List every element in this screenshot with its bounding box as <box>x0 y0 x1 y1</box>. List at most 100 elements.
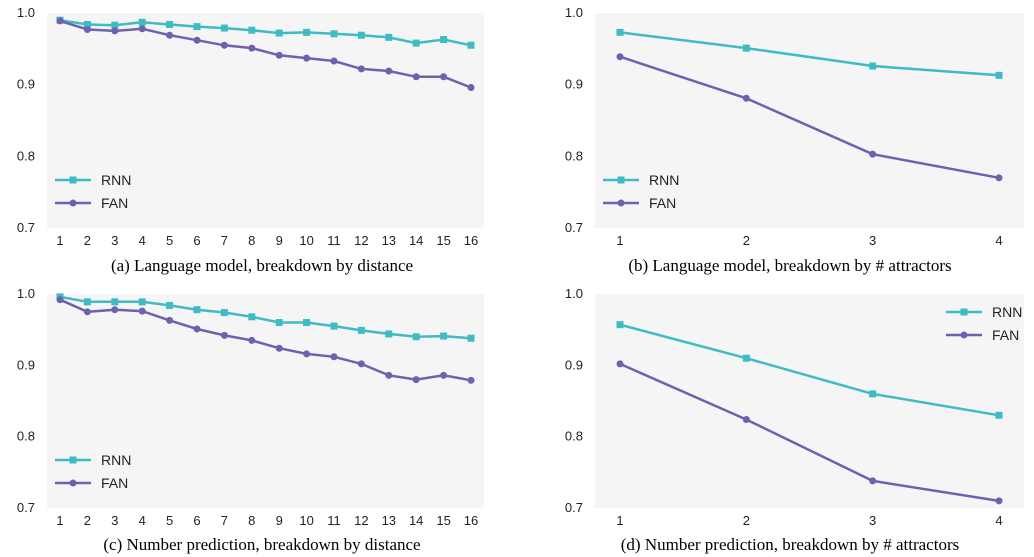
y-tick-label: 0.8 <box>565 429 583 444</box>
y-tick-label: 0.8 <box>17 148 35 163</box>
data-point-fan <box>83 25 91 33</box>
x-tick-label: 7 <box>221 513 228 528</box>
legend-marker-rnn <box>69 176 77 184</box>
data-point-rnn <box>357 326 365 334</box>
legend-label-fan: FAN <box>992 327 1019 343</box>
data-point-fan <box>111 27 119 35</box>
x-tick-label: 10 <box>299 513 313 528</box>
data-point-rnn <box>412 333 420 341</box>
data-point-rnn <box>869 62 877 70</box>
data-point-rnn <box>111 298 119 306</box>
legend-marker-fan <box>617 199 625 207</box>
series-line-fan <box>59 298 472 382</box>
plot-area <box>595 13 1024 228</box>
y-tick-label: 0.7 <box>565 500 583 515</box>
chart-panel-4: 0.7 0.8 0.9 1.0 1 2 3 4 RNN FAN (d) Number predict… <box>565 286 1024 554</box>
plot-area <box>595 294 1024 508</box>
x-tick-label: 3 <box>111 233 118 248</box>
data-point-rnn <box>385 330 393 338</box>
x-tick-label: 7 <box>221 233 228 248</box>
data-point-rnn <box>869 390 877 398</box>
series-line-fan <box>619 362 1000 503</box>
data-point-fan <box>166 316 174 324</box>
data-point-rnn <box>357 31 365 39</box>
data-point-rnn <box>138 298 146 306</box>
data-point-fan <box>385 67 393 75</box>
data-point-rnn <box>248 26 256 34</box>
legend: RNN FAN <box>55 172 131 211</box>
legend-label-rnn: RNN <box>101 172 131 188</box>
y-tick-label: 0.7 <box>565 220 583 235</box>
x-tick-label: 10 <box>299 233 313 248</box>
x-tick-label: 14 <box>409 233 423 248</box>
legend-marker-rnn <box>69 456 77 464</box>
x-tick-label: 4 <box>139 513 146 528</box>
y-tick-label: 0.9 <box>17 357 35 372</box>
data-point-fan <box>742 94 750 102</box>
chart-panel-1: 0.70.80.91.01 2 3 4 5 6 7 8 9 10 11 12 13 14 15 16RNNFA… <box>17 5 484 275</box>
x-tick-label: 1 <box>616 513 623 528</box>
data-point-rnn <box>440 36 448 44</box>
legend-label-rnn: RNN <box>992 304 1022 320</box>
y-tick-label: 0.8 <box>17 429 35 444</box>
data-point-fan <box>330 353 338 361</box>
data-point-fan <box>357 360 365 368</box>
x-tick-label: 5 <box>166 513 173 528</box>
data-point-rnn <box>467 41 475 49</box>
data-point-fan <box>995 174 1003 182</box>
x-tick-label: 1 <box>56 233 63 248</box>
x-tick-label: 14 <box>409 513 423 528</box>
x-tick-label: 6 <box>193 513 200 528</box>
panel-caption: (a) Language model, breakdown by distanc… <box>111 256 413 275</box>
x-tick-label: 16 <box>464 233 478 248</box>
data-point-rnn <box>166 20 174 28</box>
x-tick-label: 15 <box>436 233 450 248</box>
y-tick-label: 0.9 <box>17 77 35 92</box>
data-point-fan <box>330 57 338 65</box>
legend-label-fan: FAN <box>101 475 128 491</box>
data-point-fan <box>83 308 91 316</box>
data-point-fan <box>56 17 64 25</box>
data-point-fan <box>467 84 475 92</box>
x-tick-label: 4 <box>995 233 1002 248</box>
legend: RNN FAN <box>946 304 1022 343</box>
series-line-rnn <box>619 31 1000 77</box>
y-tick-label: 1.0 <box>17 5 35 20</box>
legend-label-rnn: RNN <box>101 452 131 468</box>
data-point-fan <box>742 416 750 424</box>
x-tick-label: 12 <box>354 513 368 528</box>
data-point-fan <box>869 477 877 485</box>
data-point-rnn <box>330 30 338 38</box>
chart-panel-3: 0.70.80.91.01 2 3 4 5 6 7 8 9 10 11 12 13 14 15 16RNNFA… <box>17 286 484 554</box>
x-tick-label: 1 <box>616 233 623 248</box>
series-line-fan <box>59 19 472 89</box>
x-tick-label: 12 <box>354 233 368 248</box>
x-tick-label: 3 <box>111 513 118 528</box>
series-line-rnn <box>59 295 472 340</box>
data-point-fan <box>220 41 228 49</box>
data-point-fan <box>138 307 146 315</box>
legend-marker-rnn <box>960 308 968 316</box>
data-point-rnn <box>166 301 174 309</box>
data-point-rnn <box>248 313 256 321</box>
x-tick-label: 13 <box>382 233 396 248</box>
legend-label-fan: FAN <box>101 195 128 211</box>
data-point-fan <box>385 371 393 379</box>
panel-caption: (d) Number prediction, breakdown by # at… <box>621 535 959 554</box>
x-tick-label: 3 <box>869 513 876 528</box>
data-point-rnn <box>275 319 283 327</box>
panel-caption: (c) Number prediction, breakdown by dist… <box>103 535 420 554</box>
data-point-rnn <box>467 334 475 342</box>
data-point-rnn <box>83 20 91 28</box>
chart-panel-2: 0.7 0.8 0.9 1.0 1 2 3 4 RNN FAN (b) Language model… <box>565 5 1024 275</box>
y-tick-label: 0.9 <box>565 77 583 92</box>
data-point-fan <box>193 325 201 333</box>
x-tick-label: 2 <box>84 513 91 528</box>
x-tick-label: 6 <box>193 233 200 248</box>
x-tick-label: 8 <box>248 233 255 248</box>
x-tick-label: 2 <box>743 233 750 248</box>
data-point-fan <box>303 54 311 62</box>
data-point-rnn <box>220 24 228 32</box>
data-point-fan <box>616 53 624 61</box>
data-point-rnn <box>742 44 750 52</box>
